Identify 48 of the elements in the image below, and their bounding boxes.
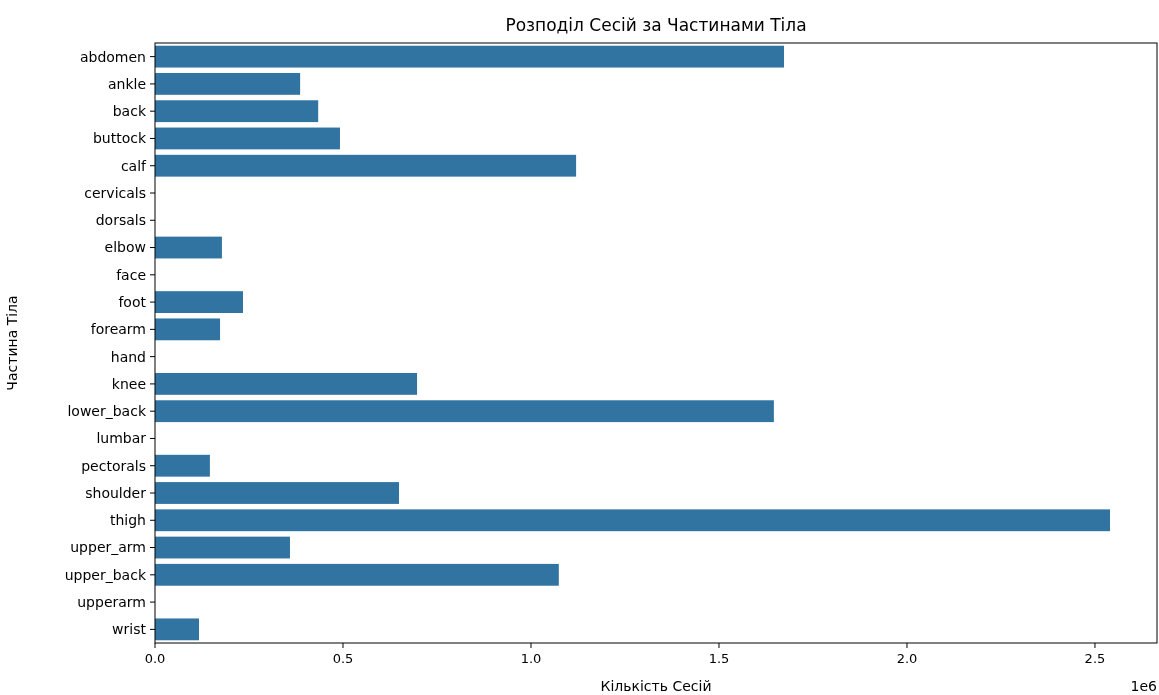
x-tick-label: 2.5 [1084, 651, 1106, 666]
bar [155, 509, 1110, 532]
x-axis-title: Кількість Сесій [600, 678, 712, 694]
x-tick-label: 1.0 [520, 651, 542, 666]
y-tick-label: upper_arm [70, 539, 146, 556]
y-tick-label: pectorals [81, 457, 146, 474]
bar [155, 536, 290, 559]
bar [155, 400, 774, 423]
y-tick-label: abdomen [79, 48, 146, 65]
y-tick-label: lower_back [67, 403, 147, 420]
y-tick-label: ankle [107, 75, 146, 92]
chart-title: Розподіл Сесій за Частинами Тіла [505, 15, 807, 35]
x-tick-label: 1.5 [708, 651, 730, 666]
y-tick-label: forearm [90, 321, 146, 338]
y-tick-label: back [112, 103, 147, 120]
bar [155, 291, 243, 313]
bar [155, 45, 785, 68]
y-tick-label: upper_back [64, 566, 147, 583]
y-tick-label: knee [111, 375, 146, 392]
y-tick-label: face [116, 266, 146, 283]
y-tick-label: hand [110, 348, 146, 365]
y-tick-label: shoulder [85, 484, 147, 501]
bar [155, 618, 199, 641]
y-tick-label: upperarm [77, 593, 146, 610]
y-tick-label: elbow [104, 239, 146, 256]
y-tick-label: lumbar [96, 430, 147, 447]
bar [155, 318, 221, 341]
bar [155, 236, 222, 259]
x-tick-label: 0.5 [332, 651, 354, 666]
x-tick-label: 0.0 [144, 651, 166, 666]
bar [155, 154, 577, 177]
x-tick-label: 2.0 [896, 651, 918, 666]
y-tick-label: cervicals [84, 184, 146, 201]
bar [155, 563, 559, 586]
bar [155, 482, 400, 504]
y-tick-label: dorsals [95, 212, 146, 229]
y-tick-label: calf [120, 157, 148, 174]
y-tick-label: thigh [109, 512, 146, 529]
y-axis-title: Частина Тіла [4, 295, 20, 391]
text: 1e6 [1130, 678, 1158, 694]
bar [155, 100, 319, 123]
y-tick-label: foot [118, 293, 147, 310]
bar [155, 454, 210, 477]
y-tick-label: buttock [92, 130, 147, 147]
bar [155, 73, 301, 95]
bar [155, 127, 340, 150]
bar [155, 373, 418, 395]
y-tick-label: wrist [112, 621, 147, 638]
